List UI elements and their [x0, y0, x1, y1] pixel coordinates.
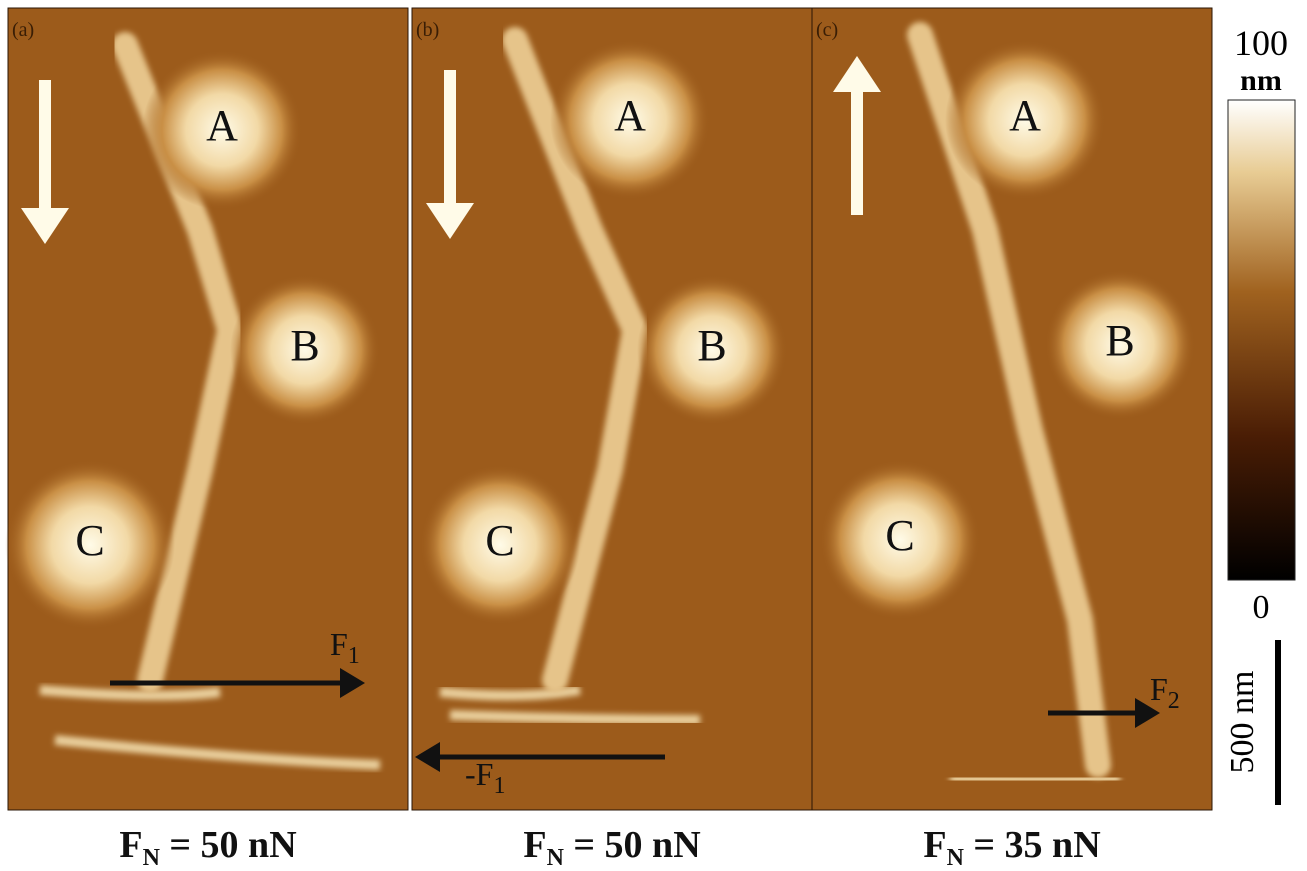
particle-label: C [885, 511, 914, 560]
caption: FN = 50 nN [119, 824, 296, 871]
colorbar-unit: nm [1240, 64, 1282, 97]
caption-subscript: N [947, 845, 965, 871]
scale-label: 500 nm [1224, 671, 1261, 774]
colorbar: 100 nm 0 [1228, 23, 1295, 626]
panel-label: (c) [816, 19, 838, 41]
force-subscript: 2 [1168, 688, 1180, 714]
caption-symbol: F [119, 824, 142, 866]
caption-symbol: F [923, 824, 946, 866]
caption-subscript: N [143, 845, 161, 871]
particle-label: B [697, 321, 726, 370]
colorbar-gradient [1228, 100, 1295, 580]
caption: FN = 50 nN [523, 824, 700, 871]
particle-label: A [1009, 91, 1041, 140]
caption-value: = 50 nN [160, 824, 297, 866]
scan-artifact [950, 778, 1120, 780]
colorbar-min: 0 [1253, 589, 1270, 626]
caption: FN = 35 nN [923, 824, 1100, 871]
force-subscript: 1 [493, 773, 505, 799]
particle-label: C [485, 516, 514, 565]
force-symbol: -F [465, 756, 493, 792]
force-subscript: 1 [348, 643, 360, 669]
caption-value: = 35 nN [964, 824, 1101, 866]
particle-label: B [1105, 316, 1134, 365]
force-symbol: F [1150, 671, 1168, 707]
colorbar-max: 100 [1234, 23, 1288, 63]
panel-label: (a) [12, 19, 34, 41]
particle-label: A [206, 101, 238, 150]
force-symbol: F [330, 626, 348, 662]
particle-label: B [290, 321, 319, 370]
caption-symbol: F [523, 824, 546, 866]
caption-subscript: N [547, 845, 565, 871]
particle-label: C [75, 516, 104, 565]
figure: ABC(a)F1FN = 50 nNABC(b)-F1FN = 50 nNABC… [0, 0, 1307, 871]
caption-value: = 50 nN [564, 824, 701, 866]
particle-label: A [614, 91, 646, 140]
scale-bar: 500 nm [1224, 640, 1278, 805]
panel-label: (b) [416, 19, 439, 41]
